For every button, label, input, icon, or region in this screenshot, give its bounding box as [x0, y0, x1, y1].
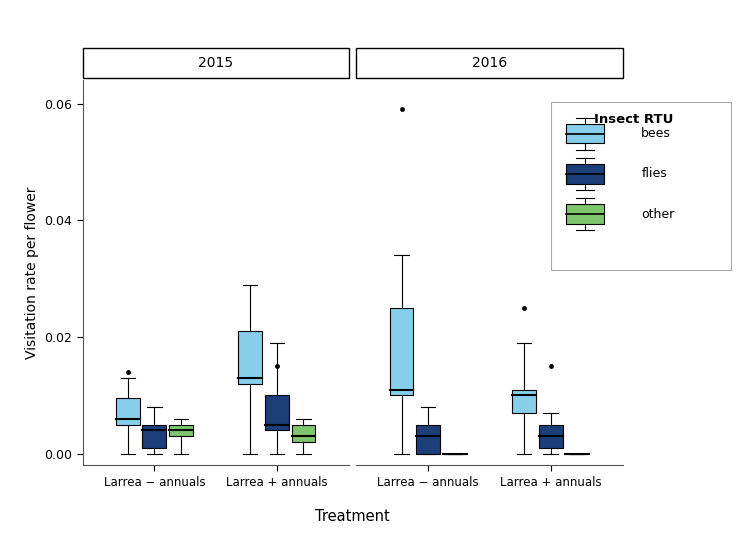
- Bar: [142, 425, 166, 448]
- Bar: [169, 425, 193, 436]
- Text: flies: flies: [641, 167, 667, 180]
- Bar: [238, 331, 262, 384]
- Bar: [265, 395, 289, 431]
- Bar: [538, 425, 562, 448]
- Bar: [292, 425, 316, 442]
- Text: Treatment: Treatment: [315, 509, 390, 524]
- Y-axis label: Visitation rate per flower: Visitation rate per flower: [25, 187, 38, 359]
- Bar: [389, 308, 413, 395]
- Text: bees: bees: [641, 127, 671, 140]
- Bar: [416, 425, 440, 454]
- Bar: [116, 399, 140, 425]
- Text: other: other: [641, 208, 674, 220]
- Bar: [512, 389, 536, 413]
- Text: 2015: 2015: [198, 56, 233, 70]
- Text: 2016: 2016: [472, 56, 507, 70]
- Text: Insect RTU: Insect RTU: [594, 113, 674, 126]
